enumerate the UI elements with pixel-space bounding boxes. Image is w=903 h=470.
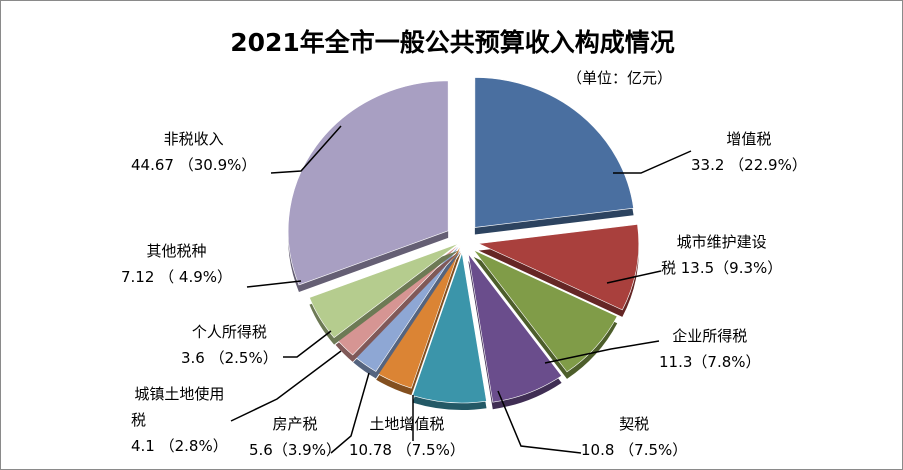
pie-slice-4 — [468, 253, 563, 410]
data-label: 企业所得税 11.3（7.8%） — [659, 323, 761, 375]
leader-line — [230, 350, 342, 422]
data-label-line: 税 — [131, 411, 147, 429]
leader-line — [497, 390, 582, 454]
leader-line — [283, 330, 332, 358]
data-label-line: 3.6 （2.5%） — [181, 349, 278, 367]
data-label: 契税 10.8 （7.5%） — [581, 411, 687, 463]
data-label-line: 土地增值税 — [369, 415, 445, 433]
data-label: 房产税 5.6（3.9%） — [249, 411, 341, 463]
pie-slice-9 — [309, 243, 459, 345]
data-label-line: 44.67 （30.9%） — [131, 156, 257, 174]
data-label-line: 其他税种 — [146, 242, 207, 260]
data-label-line: 10.8 （7.5%） — [581, 441, 688, 459]
data-label: 城市维护建设税 13.5（9.3%） — [661, 229, 782, 281]
data-label-line: 契税 — [619, 415, 650, 433]
leader-line — [330, 372, 370, 454]
data-label-line: 城市维护建设 — [676, 233, 767, 251]
leader-line — [613, 150, 692, 174]
pie-slice-top — [468, 253, 563, 403]
leader-line — [246, 280, 302, 288]
data-label-line: 5.6（3.9%） — [249, 441, 341, 459]
data-label-line: 4.1 （2.8%） — [131, 437, 228, 455]
pie-slice-top — [309, 243, 459, 339]
data-label-line: 税 13.5（9.3%） — [661, 259, 783, 277]
leader-line — [606, 270, 662, 284]
data-label-line: 城镇土地使用 — [134, 385, 225, 403]
data-label: 土地增值税 10.78 （7.5%） — [349, 411, 465, 463]
pie-slice-top — [477, 224, 640, 311]
pie-slice-3 — [473, 249, 618, 379]
pie-slice-1 — [474, 77, 634, 235]
pie-slice-top — [473, 249, 618, 373]
chart-title: 2021年全市一般公共预算收入构成情况 — [230, 28, 675, 57]
chart-unit: （单位：亿元） — [567, 69, 673, 87]
data-label: 个人所得税 3.6 （2.5%） — [181, 319, 278, 371]
data-label: 城镇土地使用税 4.1 （2.8%） — [131, 381, 228, 459]
data-label: 其他税种 7.12 （ 4.9%） — [121, 238, 232, 290]
data-label-line: 7.12 （ 4.9%） — [121, 268, 233, 286]
data-label-line: 33.2 （22.9%） — [691, 156, 807, 174]
pie-slice-top — [287, 80, 449, 286]
pie-slice-top — [474, 77, 634, 228]
pie-slice-2 — [477, 224, 640, 317]
data-label-line: 11.3（7.8%） — [659, 353, 761, 371]
data-label-line: 增值税 — [726, 130, 772, 148]
pie-slice-5 — [412, 252, 487, 410]
data-label-line: 企业所得税 — [672, 327, 748, 345]
data-label-line: 个人所得税 — [191, 323, 267, 341]
data-label-line: 非税收入 — [163, 130, 224, 148]
pie-slice-10 — [287, 80, 449, 292]
leader-line — [270, 125, 342, 174]
data-label: 非税收入 44.67 （30.9%） — [131, 126, 256, 178]
data-label: 增值税 33.2 （22.9%） — [691, 126, 807, 178]
data-label-line: 10.78 （7.5%） — [349, 441, 465, 459]
data-label-line: 房产税 — [272, 415, 318, 433]
leader-line — [544, 340, 660, 364]
